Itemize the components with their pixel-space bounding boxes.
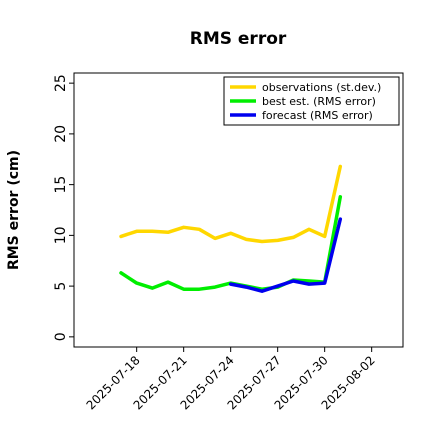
chart-title: RMS error (190, 29, 287, 49)
y-axis-label: RMS error (cm) (6, 150, 22, 270)
legend-entry: forecast (RMS error) (262, 109, 373, 122)
y-tick-label: 5 (53, 282, 69, 291)
y-tick-label: 25 (53, 74, 69, 92)
legend-entry: best est. (RMS error) (262, 95, 376, 108)
x-axis: 2025-07-182025-07-212025-07-242025-07-27… (84, 347, 378, 412)
y-tick-label: 20 (53, 125, 69, 143)
y-tick-label: 15 (53, 176, 69, 194)
y-tick-label: 10 (53, 226, 69, 244)
series-lines (119, 164, 343, 293)
legend-entry: observations (st.dev.) (262, 81, 381, 94)
plot-area-frame (73, 72, 404, 348)
series-line-3 (228, 217, 343, 293)
y-axis: 0 5 10 15 20 25 (53, 74, 74, 341)
series-line-1 (119, 164, 343, 244)
y-tick-label: 0 (53, 332, 69, 341)
legend: observations (st.dev.)best est. (RMS err… (223, 76, 400, 126)
series-line-2 (119, 195, 343, 291)
